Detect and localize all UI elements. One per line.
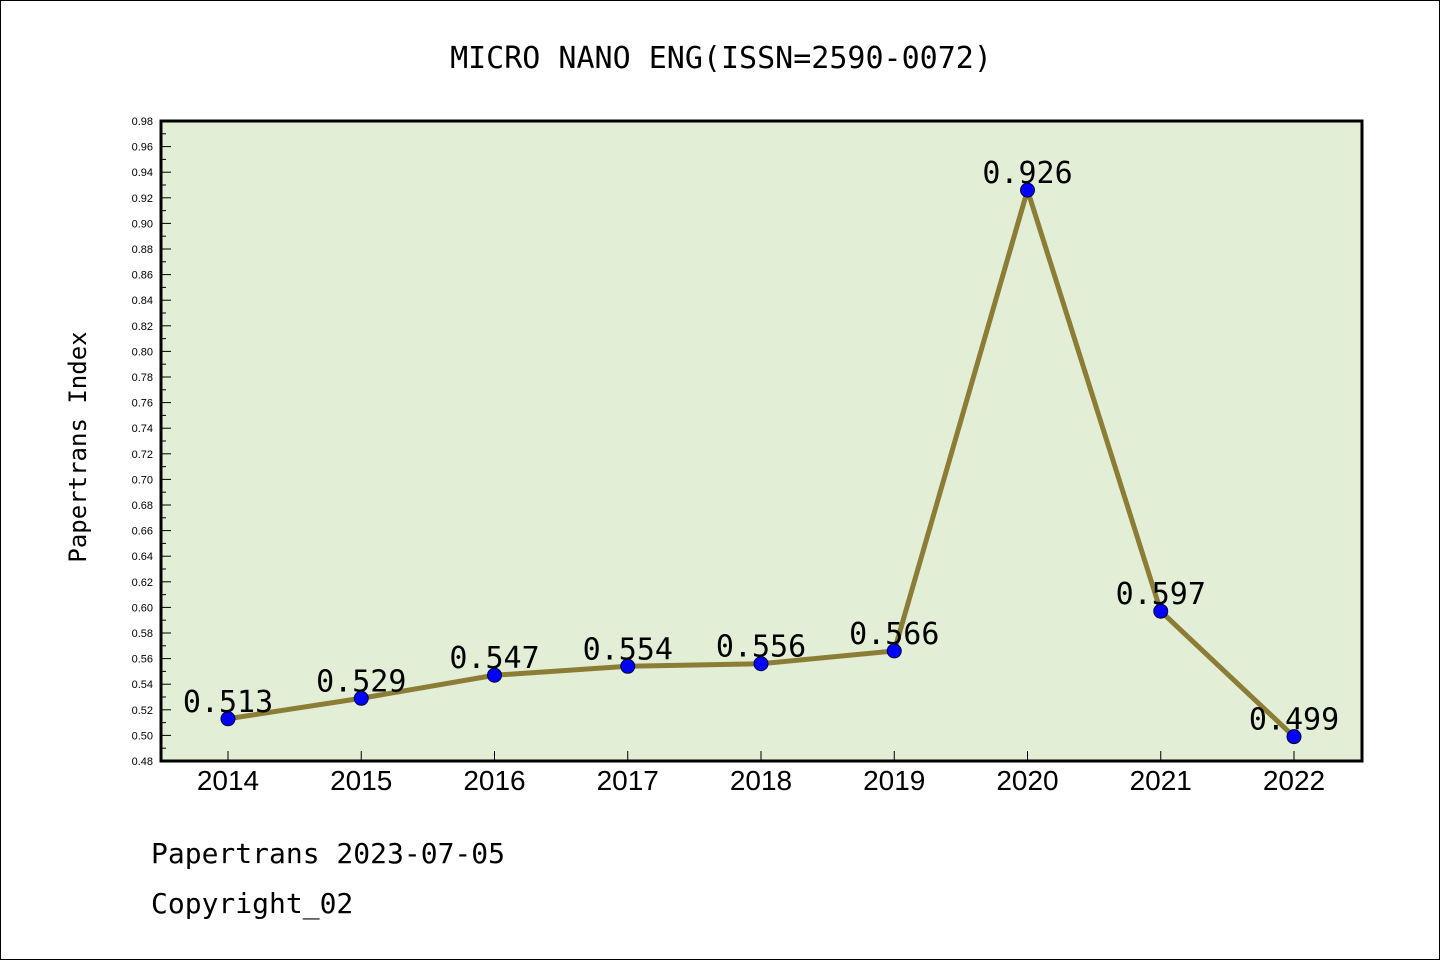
data-label: 0.499	[1249, 703, 1339, 738]
y-tick-label: 0.62	[132, 577, 153, 589]
footer-date: Papertrans 2023-07-05	[151, 837, 506, 870]
data-label: 0.547	[449, 641, 539, 676]
data-point	[753, 656, 769, 672]
y-axis-label: Papertrans Index	[64, 331, 92, 562]
data-label: 0.566	[849, 617, 939, 652]
y-axis-ticks: 0.48 0.50 0.52 0.54 0.56 0.58 0.60 0.62 0.64 0.66…	[132, 116, 171, 768]
y-tick-label: 0.98	[132, 116, 153, 128]
x-tick-label: 2017	[597, 765, 659, 796]
x-tick-label: 2014	[197, 765, 259, 796]
x-tick-label: 2021	[1130, 765, 1192, 796]
y-tick-label: 0.96	[132, 142, 153, 154]
y-tick-label: 0.58	[132, 628, 153, 640]
y-tick-label: 0.76	[132, 398, 153, 410]
y-tick-label: 0.74	[132, 423, 153, 435]
y-tick-label: 0.54	[132, 679, 153, 691]
y-tick-label: 0.90	[132, 218, 153, 230]
data-label: 0.556	[716, 630, 806, 665]
data-label: 0.554	[583, 632, 673, 667]
data-label: 0.597	[1116, 577, 1206, 612]
y-tick-label: 0.80	[132, 346, 153, 358]
x-tick-label: 2018	[730, 765, 792, 796]
data-point	[1286, 729, 1302, 745]
y-tick-label: 0.50	[132, 730, 153, 742]
y-tick-label: 0.88	[132, 244, 153, 256]
y-tick-label: 0.64	[132, 551, 153, 563]
y-tick-label: 0.68	[132, 500, 153, 512]
data-label: 0.926	[982, 156, 1072, 191]
y-tick-label: 0.94	[132, 167, 153, 179]
chart-title: MICRO NANO ENG(ISSN=2590-0072)	[450, 41, 992, 76]
y-tick-label: 0.86	[132, 270, 153, 282]
y-tick-label: 0.82	[132, 321, 153, 333]
y-tick-label: 0.52	[132, 705, 153, 717]
plot-area	[159, 119, 1364, 763]
data-point	[1020, 182, 1035, 198]
y-tick-label: 0.56	[132, 654, 153, 666]
y-tick-label: 0.70	[132, 474, 153, 486]
x-tick-label: 2016	[463, 765, 525, 796]
data-point	[1153, 603, 1169, 619]
data-point	[353, 690, 369, 706]
y-tick-label: 0.72	[132, 449, 153, 461]
data-point	[220, 711, 236, 727]
y-tick-label: 0.84	[132, 295, 153, 307]
data-label: 0.513	[183, 685, 273, 720]
data-point	[620, 658, 636, 674]
x-tick-label: 2020	[996, 765, 1058, 796]
data-labels: 0.513 0.529 0.547 0.554 0.556 0.566 0.926 0.597…	[183, 156, 1339, 738]
x-tick-label: 2022	[1263, 765, 1325, 796]
data-point	[886, 643, 902, 659]
x-tick-label: 2019	[863, 765, 925, 796]
x-axis-ticks: 2014 2015 2016 2017 2018 2019 2020 2021 2022	[197, 751, 1325, 796]
footer-copyright: Copyright_02	[151, 887, 354, 920]
data-label: 0.529	[316, 664, 406, 699]
y-tick-label: 0.48	[132, 756, 153, 768]
y-tick-label: 0.92	[132, 193, 153, 205]
y-tick-label: 0.60	[132, 602, 153, 614]
y-tick-label: 0.78	[132, 372, 153, 384]
y-tick-label: 0.66	[132, 526, 153, 538]
data-point	[487, 667, 502, 683]
data-markers	[220, 182, 1302, 745]
x-tick-label: 2015	[330, 765, 392, 796]
